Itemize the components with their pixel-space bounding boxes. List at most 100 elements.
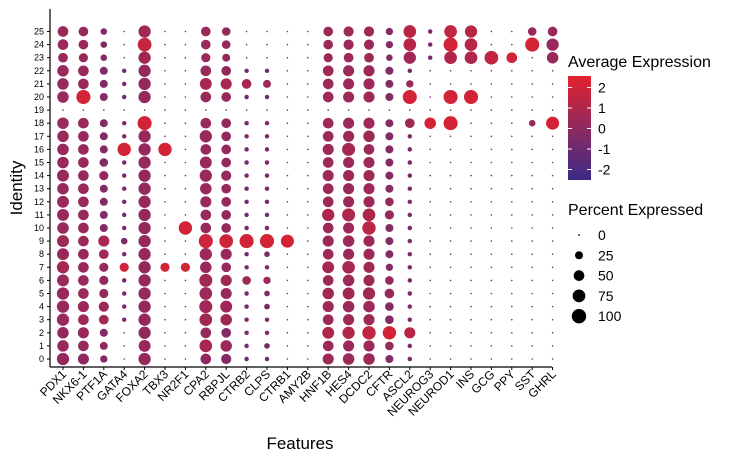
dot-INS-7 — [470, 266, 472, 269]
dot-HNF1B-0 — [322, 353, 334, 365]
dot-RBPJL-13 — [221, 183, 232, 194]
dot-INS-18 — [470, 122, 472, 124]
dot-SST-17 — [531, 135, 533, 138]
dot-CLPS-3 — [264, 317, 270, 322]
dot-HES4-3 — [343, 314, 355, 326]
dot-TBX3-4 — [164, 305, 166, 308]
dot-CLPS-10 — [264, 225, 270, 231]
dot-NEUROG3-25 — [427, 29, 433, 34]
dot-GATA4-4 — [121, 304, 127, 309]
size-legend-dot — [575, 251, 583, 260]
dot-CFTR-23 — [386, 54, 393, 61]
dot-GCG-15 — [490, 161, 493, 164]
dot-GHRL-9 — [551, 240, 554, 242]
dot-GCG-13 — [490, 187, 493, 190]
dot-CTRB2-3 — [244, 317, 249, 322]
dot-ASCL2-0 — [407, 356, 413, 362]
dot-GATA4-15 — [121, 160, 127, 165]
dot-PPY-10 — [511, 227, 513, 229]
dot-NR2F1-2 — [184, 332, 187, 334]
y-tick-label: 3 — [39, 315, 44, 325]
color-legend-bar — [568, 76, 591, 180]
dot-AMY2B-13 — [307, 187, 309, 190]
dot-CFTR-19 — [388, 109, 391, 111]
dot-GHRL-1 — [551, 345, 554, 347]
dot-CFTR-17 — [385, 132, 394, 141]
dot-NR2F1-1 — [184, 345, 187, 347]
dot-FOXA2-18 — [137, 116, 152, 131]
dot-INS-5 — [470, 292, 472, 295]
dot-NR2F1-23 — [184, 56, 187, 59]
dot-CFTR-13 — [385, 184, 394, 193]
dot-HES4-6 — [342, 274, 355, 287]
dot-RBPJL-22 — [221, 65, 232, 76]
dot-CTRB2-25 — [245, 30, 248, 33]
dot-DCDC2-22 — [363, 65, 375, 77]
dot-NEUROD1-17 — [449, 135, 452, 138]
dot-CFTR-8 — [385, 250, 394, 259]
dot-INS-2 — [470, 332, 472, 334]
dot-SST-19 — [531, 109, 533, 111]
dot-NR2F1-20 — [184, 96, 187, 98]
dot-GATA4-3 — [121, 317, 127, 322]
dot-NEUROG3-7 — [429, 266, 432, 269]
dot-HES4-1 — [343, 340, 355, 352]
dot-ASCL2-17 — [407, 134, 413, 139]
dot-GHRL-7 — [551, 266, 554, 269]
dot-CPA2-10 — [200, 222, 212, 234]
dot-NEUROD1-13 — [449, 187, 452, 190]
dot-DCDC2-0 — [363, 353, 375, 365]
dot-HES4-19 — [347, 109, 350, 111]
dot-GCG-6 — [490, 279, 493, 282]
dot-CLPS-0 — [264, 356, 270, 362]
dot-HNF1B-24 — [323, 39, 334, 50]
dot-GATA4-10 — [121, 225, 127, 231]
dot-NEUROG3-0 — [429, 358, 432, 360]
dot-CFTR-11 — [384, 210, 394, 220]
dot-AMY2B-19 — [307, 109, 309, 111]
dot-NKX6-1-2 — [77, 327, 89, 339]
dot-GCG-24 — [490, 43, 493, 46]
dot-CTRB1-3 — [286, 318, 289, 321]
dot-INS-0 — [470, 358, 472, 360]
dot-PPY-21 — [511, 83, 513, 85]
dot-SST-13 — [531, 187, 533, 190]
dot-NR2F1-4 — [184, 305, 187, 308]
dot-HES4-8 — [343, 248, 355, 260]
dot-CFTR-24 — [385, 40, 394, 49]
dot-ASCL2-22 — [407, 68, 413, 74]
dot-TBX3-0 — [164, 358, 166, 360]
dot-NEUROD1-6 — [449, 279, 452, 282]
dot-NEUROG3-3 — [429, 318, 432, 321]
dot-NR2F1-16 — [184, 148, 187, 151]
dot-NEUROG3-12 — [429, 201, 432, 203]
dot-AMY2B-11 — [307, 214, 309, 216]
dot-GATA4-25 — [123, 30, 125, 33]
dot-NR2F1-12 — [184, 201, 187, 203]
dot-NEUROD1-19 — [449, 109, 452, 111]
dot-CPA2-5 — [199, 287, 213, 300]
dot-CPA2-12 — [200, 196, 212, 208]
dot-PDX1-14 — [57, 169, 69, 182]
dot-CFTR-6 — [385, 276, 394, 285]
dot-GATA4-23 — [123, 56, 125, 59]
dot-NEUROD1-0 — [449, 358, 452, 360]
dot-FOXA2-20 — [138, 90, 151, 104]
dot-FOXA2-22 — [138, 64, 151, 77]
dot-NEUROG3-2 — [429, 332, 432, 334]
y-tick-label: 6 — [39, 275, 44, 285]
dot-RBPJL-16 — [221, 144, 232, 155]
dot-GHRL-23 — [546, 51, 559, 64]
dot-HNF1B-20 — [322, 91, 334, 103]
dot-GATA4-7 — [119, 262, 129, 272]
size-legend-dot — [573, 270, 585, 281]
dot-HES4-16 — [342, 142, 356, 156]
dot-HNF1B-13 — [322, 183, 334, 195]
dot-GCG-4 — [490, 305, 493, 308]
dot-CPA2-23 — [201, 53, 211, 63]
size-legend-title: Percent Expressed — [568, 202, 703, 219]
dot-RBPJL-14 — [221, 170, 232, 181]
dot-HES4-7 — [342, 260, 355, 274]
dot-TBX3-22 — [164, 70, 166, 72]
dot-GATA4-12 — [121, 199, 127, 205]
